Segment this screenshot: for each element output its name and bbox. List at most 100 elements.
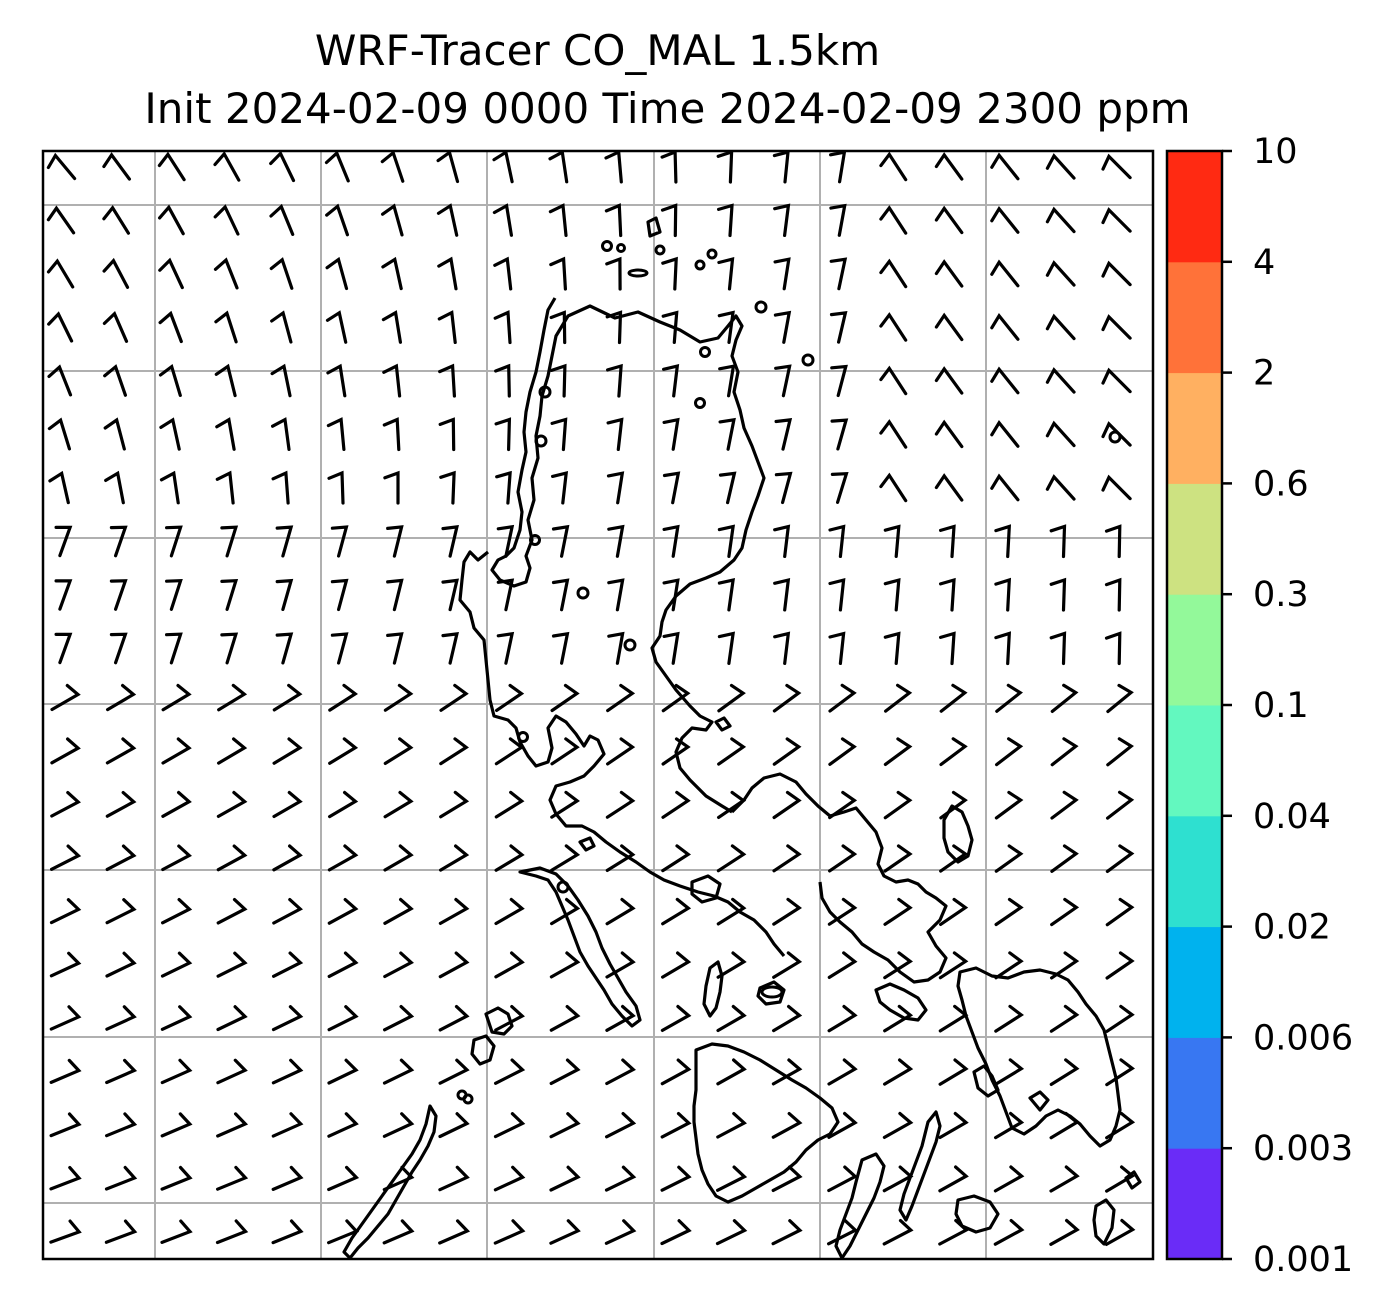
wind-barb — [328, 683, 358, 712]
wind-barb — [46, 258, 75, 289]
wind-barb — [50, 791, 81, 818]
wind-barb — [550, 897, 581, 926]
wind-barb — [883, 577, 901, 612]
wind-barb — [827, 1004, 858, 1033]
wind-barb — [604, 203, 623, 238]
wind-barb — [716, 1112, 747, 1139]
wind-barb — [160, 1165, 193, 1191]
wind-barb — [828, 631, 846, 665]
wind-barb — [272, 844, 303, 872]
wind-barbs — [46, 151, 1136, 1246]
wind-barb — [216, 790, 248, 818]
wind-barb — [104, 1165, 138, 1191]
wind-barb — [551, 524, 570, 558]
wind-barb — [1050, 790, 1079, 820]
wind-barb — [217, 737, 248, 765]
wind-barb — [662, 417, 680, 451]
wind-barb — [883, 951, 913, 980]
wind-barb — [216, 1112, 249, 1138]
wind-barb — [883, 524, 901, 558]
wind-barb — [605, 1112, 637, 1139]
wind-barb — [827, 897, 858, 926]
wind-barb — [324, 151, 350, 183]
wind-barb — [717, 683, 746, 713]
wind-barb — [718, 417, 736, 451]
wind-barb — [271, 1005, 304, 1032]
wind-barb — [549, 951, 581, 979]
wind-barb — [939, 737, 968, 767]
wind-barb — [382, 1219, 415, 1245]
wind-barb — [717, 737, 747, 766]
wind-barb — [160, 1219, 193, 1244]
wind-barb — [103, 417, 126, 451]
wind-barb — [1049, 1218, 1080, 1246]
coastline-marinduque — [690, 874, 722, 904]
wind-barb — [1045, 206, 1076, 234]
wind-barb — [105, 737, 137, 765]
wind-barb — [938, 1219, 969, 1246]
wind-barb — [995, 683, 1023, 713]
wind-barb — [879, 258, 908, 289]
wind-barb — [327, 1058, 359, 1085]
wind-barb — [827, 1219, 859, 1246]
wind-barb — [829, 257, 848, 291]
wind-barb — [661, 683, 691, 713]
wind-barb — [882, 1219, 914, 1246]
wind-barb — [604, 1219, 637, 1245]
coastline-catanduanes — [942, 804, 974, 864]
wind-barb — [551, 631, 570, 665]
wind-barb — [1049, 1111, 1080, 1140]
wind-barb — [1101, 314, 1132, 340]
wind-barb — [48, 470, 70, 505]
wind-barb — [774, 471, 793, 505]
coastline-small-islands — [578, 716, 1142, 1246]
wind-barb — [383, 1005, 415, 1032]
wind-barb — [325, 203, 349, 237]
wind-barb — [883, 631, 901, 665]
wind-barb — [828, 577, 846, 612]
wind-barb — [662, 524, 680, 558]
wind-barb — [1045, 313, 1076, 341]
wind-barb — [213, 204, 240, 236]
wind-barb — [165, 632, 183, 665]
wind-barb — [1106, 737, 1134, 767]
wind-barb — [830, 418, 849, 451]
wind-barb — [272, 737, 303, 765]
wind-barb — [771, 1058, 803, 1086]
wind-barb — [716, 844, 747, 873]
wind-barb — [772, 1004, 803, 1033]
colorbar-tick-label: 10 — [1253, 132, 1298, 172]
wind-barb — [161, 898, 193, 925]
wind-barb — [49, 1005, 82, 1031]
wind-barb — [494, 1058, 526, 1085]
wind-barb — [550, 790, 580, 819]
wind-barb — [105, 791, 137, 818]
wind-barb — [102, 152, 131, 181]
wind-barb — [771, 1165, 803, 1192]
wind-barb — [327, 470, 345, 505]
wind-barb — [549, 1165, 581, 1192]
wind-barb — [493, 1112, 526, 1139]
wind-barb — [438, 417, 456, 452]
wind-barb — [662, 578, 680, 612]
wind-barb — [383, 737, 414, 765]
wind-barb — [772, 683, 802, 713]
wind-barb — [773, 578, 791, 612]
wind-barb — [1049, 631, 1067, 666]
wind-barb — [660, 1165, 692, 1192]
wind-barb — [994, 577, 1012, 612]
wind-barb — [54, 632, 73, 665]
wind-barb — [1050, 951, 1080, 980]
wind-barb — [661, 310, 679, 344]
wind-barb — [326, 417, 346, 451]
wind-barb — [934, 312, 964, 342]
coastline-luzon-west — [458, 550, 786, 958]
wind-barb — [934, 366, 964, 395]
wind-barb — [216, 1058, 248, 1085]
map-title: WRF-Tracer CO_MAL 1.5km — [314, 26, 881, 75]
wind-barb — [828, 737, 857, 766]
wind-barb — [828, 790, 858, 820]
coastline-palawan-north — [342, 1104, 438, 1259]
wind-barb — [496, 524, 515, 558]
wind-barb — [216, 1005, 248, 1032]
